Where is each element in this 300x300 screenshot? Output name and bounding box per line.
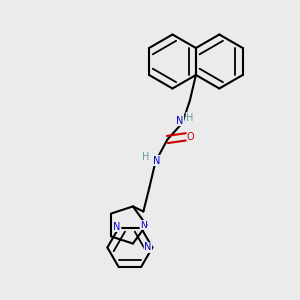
Text: O: O <box>187 131 195 142</box>
Text: N: N <box>113 221 121 232</box>
Text: N: N <box>140 220 147 230</box>
Text: H: H <box>142 152 149 162</box>
Text: N: N <box>144 242 152 253</box>
Text: H: H <box>186 112 194 123</box>
Text: N: N <box>153 155 161 166</box>
Text: N: N <box>176 116 184 126</box>
